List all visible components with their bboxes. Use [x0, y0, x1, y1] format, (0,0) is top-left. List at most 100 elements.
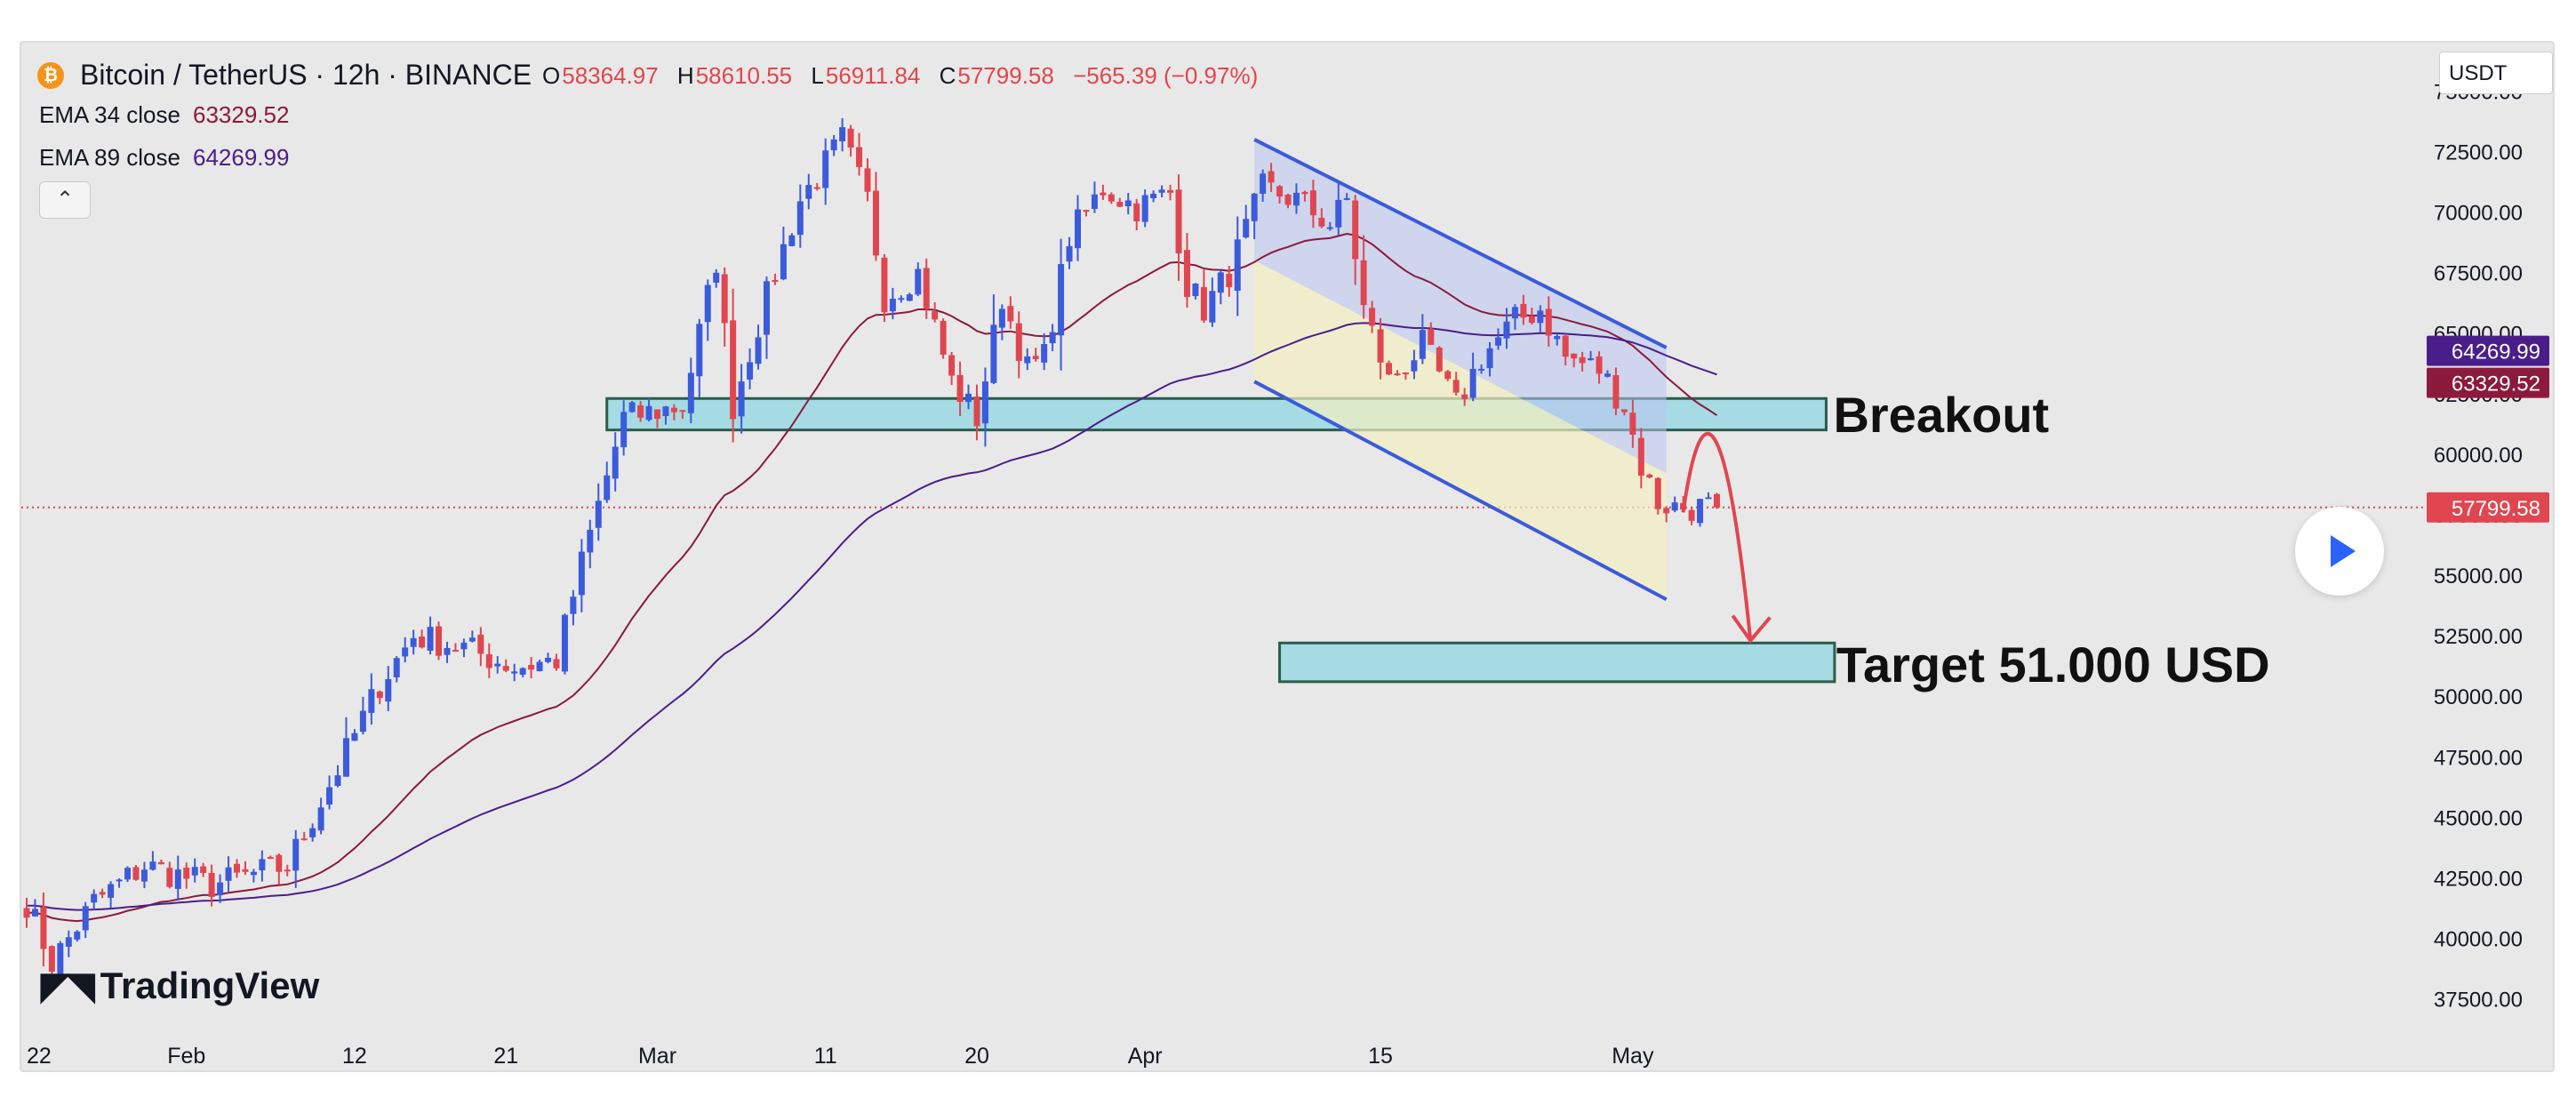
candle-body	[48, 946, 55, 972]
candle	[561, 613, 568, 675]
candle-body	[772, 280, 779, 283]
x-tick-label: Mar	[638, 1044, 676, 1069]
candle-body	[1343, 197, 1350, 200]
candle-body	[140, 869, 148, 882]
candle-body	[1243, 219, 1250, 238]
change-value: −565.39 (−0.97%)	[1073, 62, 1259, 89]
candle-body	[1637, 437, 1644, 476]
collapse-legend-button[interactable]: ⌃	[39, 181, 91, 219]
candle-body	[1713, 493, 1720, 508]
candle	[1511, 304, 1518, 330]
candle	[217, 874, 224, 903]
candle-body	[1554, 336, 1561, 340]
candle	[1318, 208, 1325, 228]
y-tick-label: 55000.00	[2434, 565, 2523, 589]
candle-body	[444, 647, 451, 655]
candle	[1183, 233, 1190, 308]
channel-upper-line	[1253, 138, 1668, 349]
candle	[108, 881, 115, 909]
candle	[864, 158, 871, 202]
candle	[906, 292, 913, 301]
x-tick-label: Apr	[1128, 1044, 1163, 1069]
candle	[813, 182, 820, 191]
candle	[738, 364, 745, 434]
candle	[847, 124, 854, 157]
candle	[1066, 236, 1073, 269]
currency-unit-button[interactable]: USDT	[2439, 52, 2553, 94]
candle-body	[780, 244, 787, 280]
candle	[889, 287, 896, 320]
candle	[981, 367, 988, 447]
candle	[1436, 346, 1443, 372]
candle-body	[410, 637, 417, 647]
candle	[1402, 372, 1409, 380]
y-tick-label: 72500.00	[2434, 141, 2523, 165]
candle	[116, 878, 123, 888]
candle	[990, 294, 997, 385]
candle	[477, 627, 484, 667]
candle	[1301, 190, 1308, 202]
ema34-value: 63329.52	[192, 101, 290, 128]
candle	[1335, 181, 1342, 236]
candle-body	[1058, 264, 1065, 336]
candle-body	[1620, 409, 1628, 412]
candle-body	[923, 268, 930, 308]
candle	[1243, 204, 1250, 239]
symbol-title[interactable]: Bitcoin / TetherUS · 12h · BINANCE	[80, 59, 532, 91]
candle	[923, 258, 930, 319]
candle-body	[276, 854, 283, 872]
candle-body	[191, 867, 198, 876]
candle	[1268, 163, 1275, 192]
candle-body	[948, 355, 956, 376]
candle-body	[1226, 273, 1233, 288]
candle-body	[1041, 344, 1048, 363]
y-tick-label: 67500.00	[2434, 262, 2523, 286]
candle	[317, 797, 324, 835]
candle-body	[494, 663, 501, 667]
candle	[1369, 300, 1376, 333]
candle-body	[1478, 368, 1485, 371]
candle	[1571, 353, 1578, 368]
candle	[1663, 506, 1670, 523]
candle	[1612, 367, 1620, 415]
candle-body	[1158, 189, 1165, 193]
play-button[interactable]	[2295, 507, 2384, 596]
candle	[747, 348, 754, 390]
candle-body	[1318, 217, 1325, 227]
candle	[1167, 185, 1174, 201]
candle	[359, 696, 366, 735]
candle	[628, 401, 636, 413]
annotation-target: Target 51.000 USD	[1836, 637, 2270, 693]
tradingview-logo: ◤◥ TradingView	[41, 964, 319, 1007]
candle	[1394, 370, 1401, 376]
candle	[654, 409, 660, 428]
candle	[1545, 296, 1552, 347]
candle-body	[1436, 347, 1443, 372]
candle-body	[915, 268, 922, 295]
candle	[595, 483, 602, 541]
candle-body	[612, 446, 619, 479]
candle-body	[267, 857, 274, 860]
candle-body	[91, 893, 98, 903]
candle-body	[402, 647, 409, 657]
candle	[48, 945, 55, 974]
candle-body	[1461, 394, 1468, 399]
candle-body	[898, 298, 905, 300]
candle-body	[460, 642, 468, 650]
candle	[965, 384, 972, 410]
candle-body	[1579, 356, 1586, 364]
candle-body	[687, 372, 694, 413]
projection-arrow	[1681, 431, 1753, 641]
candle	[1007, 296, 1014, 329]
ema34-legend[interactable]: EMA 34 close 63329.52	[39, 101, 289, 129]
candle-body	[183, 868, 190, 879]
ema89-legend[interactable]: EMA 89 close 64269.99	[39, 144, 289, 172]
candle	[511, 663, 518, 682]
candle	[1697, 499, 1704, 527]
low-key: L	[811, 62, 824, 89]
candle-body	[856, 147, 863, 167]
candle	[612, 432, 619, 492]
candle-body	[1024, 356, 1031, 364]
